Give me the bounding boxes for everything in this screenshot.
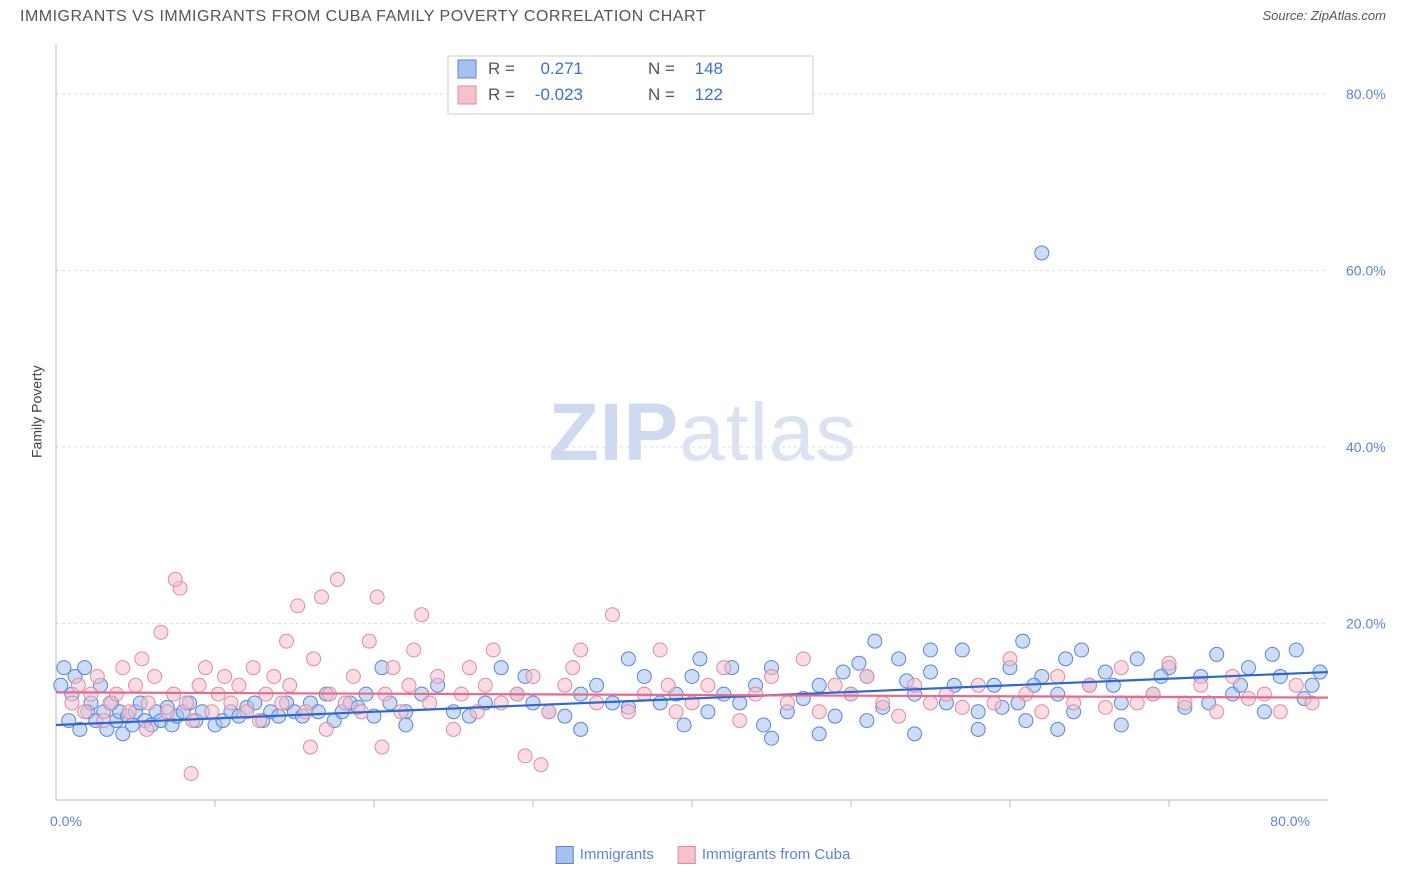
svg-text:0.0%: 0.0% (50, 813, 82, 829)
chart-title: IMMIGRANTS VS IMMIGRANTS FROM CUBA FAMIL… (20, 8, 706, 26)
chart-area: Family Poverty ZIPatlas 20.0%40.0%60.0%8… (8, 30, 1398, 870)
svg-text:N =: N = (648, 85, 675, 104)
svg-text:N =: N = (648, 59, 675, 78)
scatter-chart: 20.0% 40.0% 60.0% 80.0% 0.0% 80.0% R = 0.271 N =… (8, 30, 1388, 850)
svg-text:122: 122 (695, 85, 723, 104)
svg-text:0.271: 0.271 (540, 59, 583, 78)
svg-text:60.0%: 60.0% (1346, 263, 1386, 279)
y-axis-label: Family Poverty (28, 365, 44, 458)
svg-text:-0.023: -0.023 (535, 85, 583, 104)
svg-text:40.0%: 40.0% (1346, 439, 1386, 455)
header: IMMIGRANTS VS IMMIGRANTS FROM CUBA FAMIL… (8, 8, 1398, 30)
svg-text:80.0%: 80.0% (1346, 86, 1386, 102)
svg-text:80.0%: 80.0% (1270, 813, 1310, 829)
source-label: Source: ZipAtlas.com (1262, 8, 1386, 23)
bottom-legend: Immigrants Immigrants from Cuba (556, 846, 851, 864)
swatch-icon (678, 846, 696, 864)
legend-item-immigrants: Immigrants (556, 846, 654, 864)
svg-text:R =: R = (488, 59, 515, 78)
svg-text:R =: R = (488, 85, 515, 104)
svg-text:148: 148 (695, 59, 723, 78)
legend-item-cuba: Immigrants from Cuba (678, 846, 850, 864)
svg-text:20.0%: 20.0% (1346, 616, 1386, 632)
swatch-icon (556, 846, 574, 864)
